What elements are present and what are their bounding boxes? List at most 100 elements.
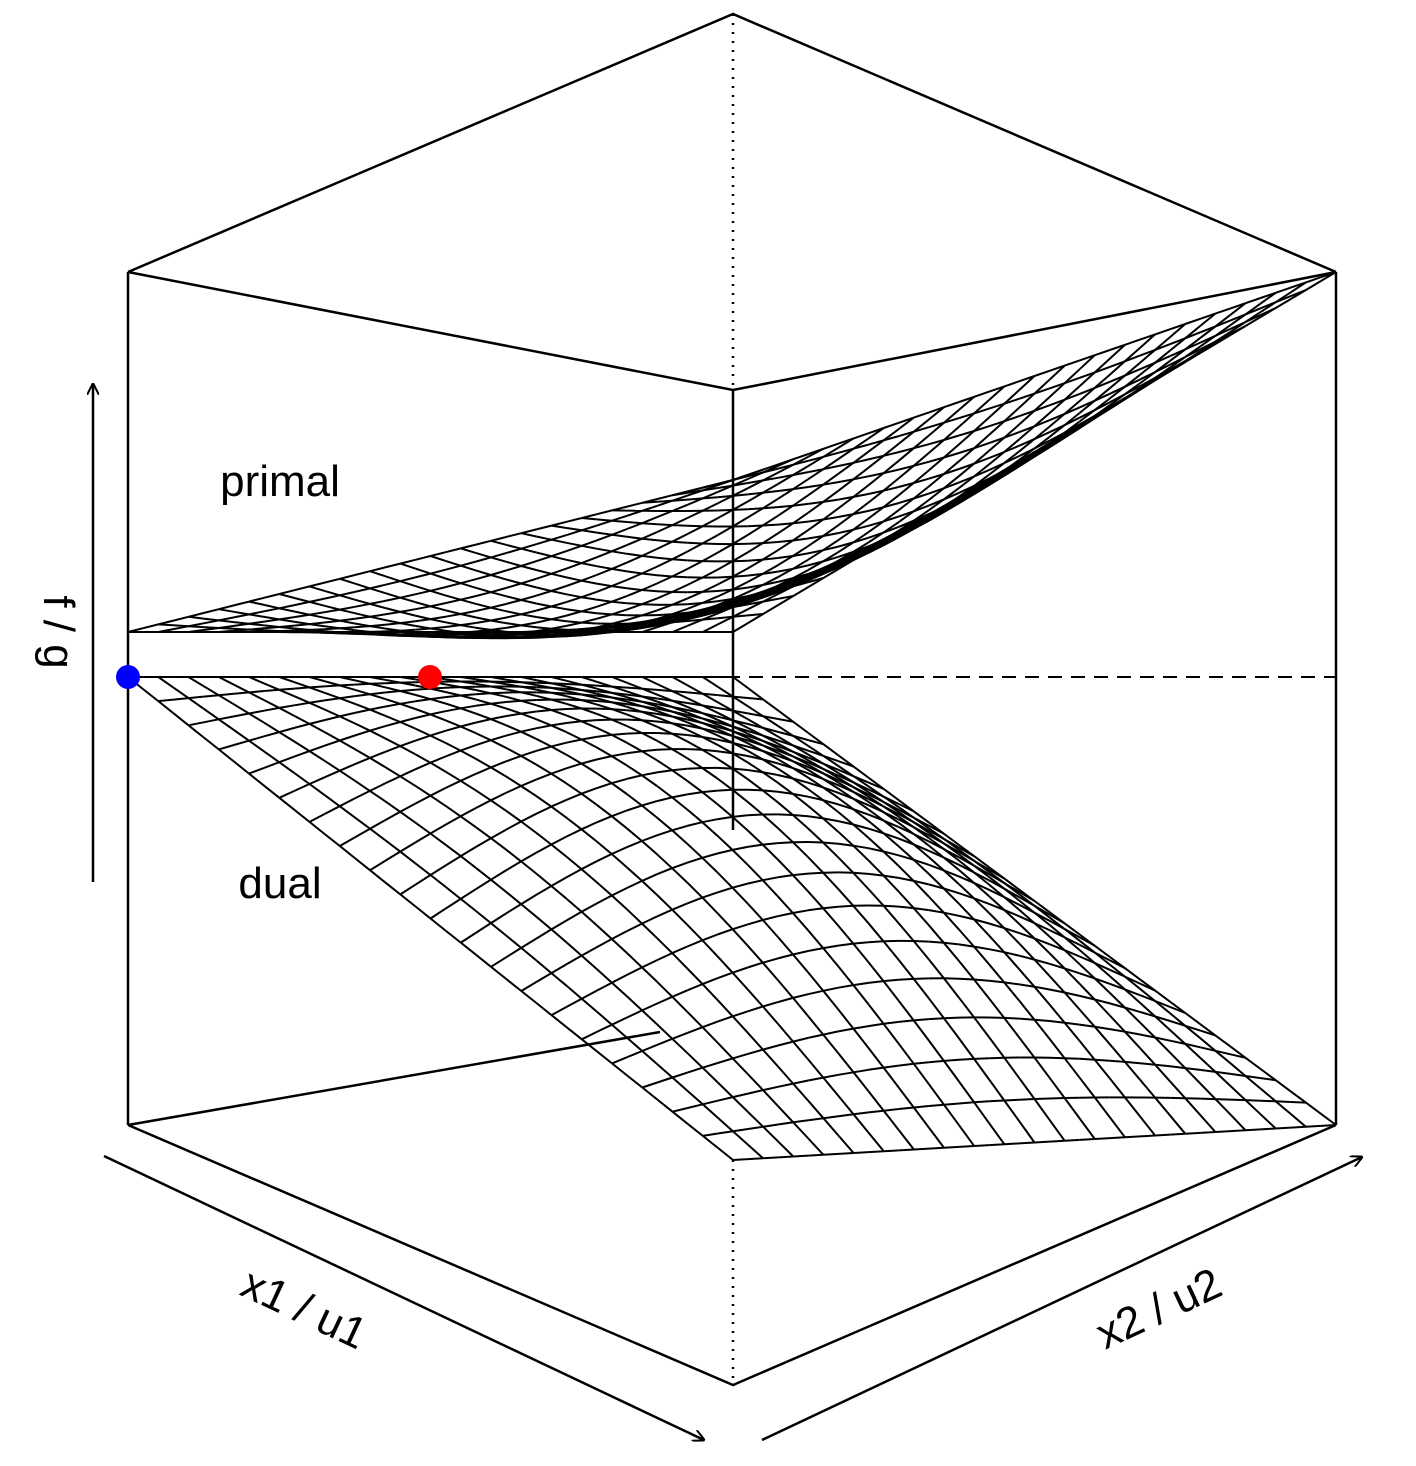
- dual-gridline: [430, 713, 446, 722]
- dual-gridline: [490, 922, 507, 937]
- dual-gridline: [777, 912, 794, 918]
- dual-gridline: [671, 1031, 688, 1040]
- primal-gridline: [309, 581, 325, 588]
- primal-gridline: [551, 572, 567, 579]
- dual-gridline: [248, 772, 265, 787]
- dual-gridline: [611, 708, 628, 716]
- dual-gridline: [551, 691, 567, 698]
- dual-gridline: [339, 739, 356, 750]
- primal-gridline: [868, 506, 884, 512]
- primal-gridline: [837, 528, 854, 542]
- dual-gridline: [778, 718, 794, 723]
- dual-gridline: [732, 1092, 749, 1099]
- primal-gridline: [822, 555, 839, 563]
- primal-gridline: [943, 481, 960, 490]
- dual-gridline: [354, 702, 371, 711]
- dual-gridline: [339, 697, 356, 705]
- primal-gridline: [1169, 337, 1186, 346]
- dual-gridline: [354, 693, 371, 698]
- primal-gridline: [520, 613, 537, 618]
- dual-gridline: [596, 938, 613, 949]
- primal-gridline: [1018, 425, 1036, 441]
- primal-gridline: [1169, 360, 1186, 371]
- primal-gridline: [460, 624, 476, 629]
- dual-gridline: [1003, 1017, 1021, 1039]
- primal-gridline: [490, 556, 507, 563]
- primal-gridline: [837, 556, 854, 565]
- dual-gridline: [1094, 1096, 1111, 1119]
- dual-gridline: [429, 917, 447, 932]
- dual-gridline: [928, 821, 945, 835]
- dual-gridline: [867, 800, 885, 813]
- primal-gridline: [672, 575, 688, 579]
- primal-gridline: [596, 612, 612, 616]
- dual-gridline: [1033, 905, 1051, 919]
- primal-gridline: [1018, 409, 1035, 418]
- primal-gridline: [732, 622, 749, 633]
- dual-gridline: [822, 786, 839, 799]
- dual-gridline: [263, 731, 280, 738]
- dual-gridline: [460, 888, 477, 900]
- primal-gridline: [883, 486, 899, 492]
- primal-gridline: [309, 597, 325, 603]
- dual-gridline: [792, 767, 809, 779]
- dual-gridline: [520, 710, 537, 715]
- dual-gridline: [611, 930, 628, 940]
- primal-gridline: [279, 626, 295, 630]
- primal-gridline: [460, 631, 476, 636]
- primal-gridline: [1003, 444, 1020, 453]
- dual-gridline: [687, 983, 703, 992]
- primal-gridline: [732, 482, 749, 487]
- dual-gridline: [717, 1081, 734, 1098]
- dual-gridline: [611, 685, 628, 693]
- primal-gridline: [747, 573, 764, 583]
- dual-gridline: [672, 1107, 688, 1113]
- dual-gridline: [324, 805, 341, 815]
- dual-gridline: [792, 735, 809, 747]
- dual-gridline: [611, 1056, 628, 1065]
- dual-gridline: [611, 938, 628, 954]
- dual-gridline: [928, 1083, 945, 1106]
- dual-gridline: [399, 690, 416, 696]
- dual-gridline: [520, 785, 537, 797]
- dual-gridline: [988, 948, 1005, 954]
- primal-gridline: [581, 610, 597, 615]
- dual-gridline: [792, 912, 809, 931]
- dual-gridline: [581, 683, 598, 690]
- dual-gridline: [596, 981, 613, 992]
- primal-gridline: [596, 509, 613, 516]
- primal-gridline: [657, 494, 673, 500]
- primal-gridline: [233, 627, 250, 631]
- dual-gridline: [429, 874, 447, 888]
- primal-gridline: [430, 551, 446, 557]
- dual-gridline: [958, 1057, 975, 1061]
- primal-gridline: [1034, 387, 1050, 395]
- dual-gridline: [535, 885, 552, 896]
- dual-gridline: [686, 924, 704, 941]
- primal-gridline: [641, 624, 658, 628]
- primal-gridline: [354, 570, 371, 576]
- primal-gridline: [490, 631, 507, 635]
- dual-gridline: [822, 817, 839, 823]
- dual-gridline: [732, 1158, 749, 1161]
- dual-gridline: [157, 700, 175, 714]
- primal-gridline: [490, 619, 507, 625]
- dual-gridline: [278, 797, 296, 811]
- dual-gridline: [807, 1137, 825, 1156]
- dual-gridline: [278, 755, 295, 764]
- dual-gridline: [566, 690, 582, 696]
- dual-gridline: [717, 1147, 734, 1161]
- dual-gridline: [793, 1154, 809, 1158]
- dual-gridline: [823, 1115, 839, 1120]
- dual-gridline: [248, 712, 265, 724]
- primal-gridline: [762, 587, 779, 594]
- primal-gridline: [1034, 369, 1050, 377]
- primal-gridline: [807, 483, 824, 497]
- primal-gridline: [1124, 347, 1141, 363]
- primal-gridline: [883, 421, 900, 429]
- dual-gridline: [656, 1063, 674, 1079]
- primal-gridline: [898, 464, 914, 471]
- dual-gridline: [943, 941, 960, 946]
- primal-gridline: [490, 552, 507, 559]
- primal-gridline: [792, 486, 809, 491]
